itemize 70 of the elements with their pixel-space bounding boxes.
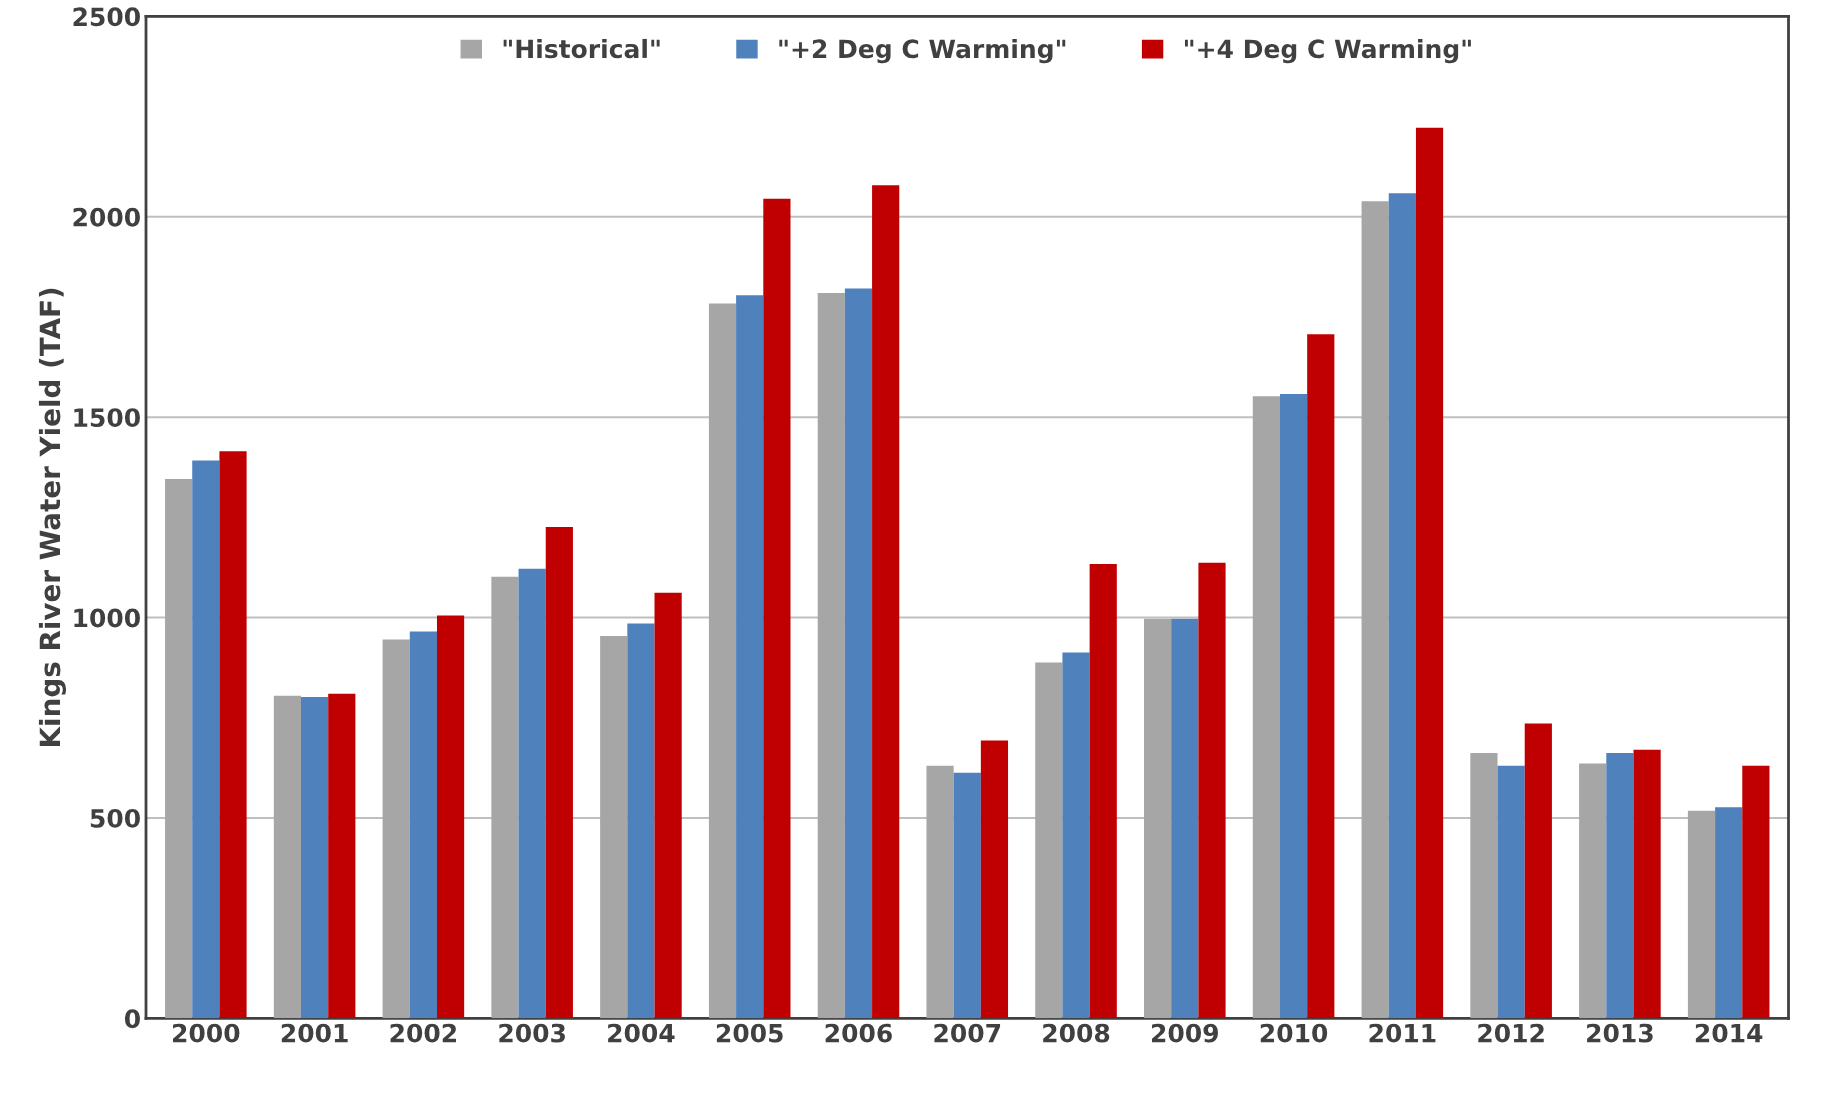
- bar: [844, 288, 873, 1019]
- bar: [953, 772, 981, 1019]
- bar: [627, 623, 655, 1019]
- x-tick-label: 2005: [716, 1023, 783, 1043]
- bar: [219, 451, 247, 1019]
- bar: [328, 693, 356, 1019]
- bar: [654, 592, 682, 1019]
- bar: [436, 615, 465, 1019]
- bar: [1089, 563, 1117, 1019]
- bar: [1742, 765, 1770, 1019]
- bar: [192, 460, 220, 1019]
- bar: [1497, 765, 1525, 1019]
- y-tick-label: 2500: [73, 7, 140, 27]
- bar: [980, 740, 1009, 1019]
- bar: [708, 303, 737, 1019]
- x-tick-label: 2000: [173, 1023, 240, 1043]
- bar: [1415, 127, 1444, 1019]
- bar: [491, 576, 519, 1019]
- bar: [736, 295, 764, 1019]
- bar: [1606, 753, 1634, 1019]
- x-tick-label: 2004: [608, 1023, 675, 1043]
- x-tick-label: 2001: [281, 1023, 348, 1043]
- bar: [518, 568, 546, 1019]
- y-tick-label: 2000: [73, 207, 140, 227]
- bar: [409, 631, 437, 1019]
- bar: [1388, 193, 1416, 1019]
- x-tick-label: 2006: [825, 1023, 892, 1043]
- x-tick-label: 2013: [1587, 1023, 1653, 1043]
- bar: [600, 636, 628, 1019]
- x-tick-label: 2011: [1369, 1023, 1436, 1043]
- x-tick-label: 2008: [1043, 1023, 1110, 1043]
- bar: [926, 765, 954, 1019]
- bar: [1307, 334, 1335, 1019]
- bar: [1198, 562, 1226, 1019]
- bar: [817, 292, 845, 1019]
- y-tick-label: 0: [124, 1009, 140, 1029]
- y-tick-label: 1500: [74, 408, 140, 428]
- bar: [1361, 201, 1389, 1019]
- legend-label: "+4 Deg C Warming": [1184, 38, 1471, 64]
- bar: [1252, 396, 1280, 1019]
- legend-label: "+2 Deg C Warming": [779, 38, 1066, 64]
- y-axis-title: Kings River Water Yield (TAF): [38, 288, 67, 746]
- y-tick-label: 1000: [74, 608, 140, 628]
- x-tick-label: 2010: [1260, 1023, 1328, 1043]
- bar: [1524, 723, 1552, 1019]
- bar: [1715, 807, 1743, 1019]
- bar: [545, 527, 573, 1019]
- bar: [1470, 753, 1498, 1019]
- bar: [1687, 810, 1716, 1019]
- bar: [1579, 763, 1607, 1019]
- bar: [1062, 652, 1090, 1019]
- y-tick-label: 500: [90, 808, 140, 828]
- bar: [1171, 618, 1199, 1019]
- legend-label: "Historical": [503, 38, 660, 59]
- x-tick-label: 2014: [1695, 1023, 1763, 1043]
- bar: [1633, 749, 1661, 1019]
- x-tick-label: 2002: [390, 1023, 456, 1043]
- bar: [1279, 393, 1308, 1019]
- bar: [1035, 662, 1063, 1019]
- bar: [165, 478, 193, 1019]
- bar: [872, 185, 900, 1019]
- x-tick-label: 2003: [499, 1023, 565, 1043]
- bar: [301, 696, 329, 1019]
- bar: [763, 198, 791, 1019]
- bar: [382, 639, 410, 1019]
- x-tick-label: 2012: [1478, 1023, 1544, 1043]
- bar: [273, 695, 301, 1019]
- x-tick-label: 2007: [934, 1023, 1001, 1043]
- bar: [1144, 618, 1172, 1019]
- x-tick-label: 2009: [1151, 1023, 1218, 1043]
